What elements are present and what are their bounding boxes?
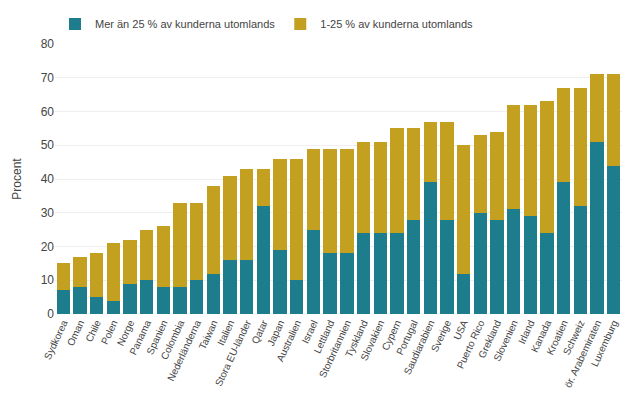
svg-text:Grekland: Grekland xyxy=(476,318,503,359)
svg-text:Nederländerna: Nederländerna xyxy=(165,318,203,383)
svg-text:Spanien: Spanien xyxy=(144,318,169,356)
svg-text:Portugal: Portugal xyxy=(394,318,420,356)
svg-text:60: 60 xyxy=(41,105,55,119)
svg-text:50: 50 xyxy=(41,138,55,152)
svg-text:0: 0 xyxy=(47,307,54,321)
svg-text:Colombia: Colombia xyxy=(159,318,187,361)
svg-text:Oman: Oman xyxy=(65,318,86,347)
svg-text:Sydkorea: Sydkorea xyxy=(42,318,70,361)
svg-text:Norge: Norge xyxy=(115,318,137,348)
svg-text:Italien: Italien xyxy=(215,318,236,347)
svg-text:Slovenien: Slovenien xyxy=(491,318,520,362)
svg-text:Sverige: Sverige xyxy=(429,318,453,354)
svg-text:Polen: Polen xyxy=(99,318,120,346)
svg-text:USA: USA xyxy=(451,318,470,342)
svg-text:Japan: Japan xyxy=(265,318,286,347)
svg-text:Kanada: Kanada xyxy=(529,318,554,354)
svg-text:Kroatien: Kroatien xyxy=(544,318,570,356)
svg-text:Israel: Israel xyxy=(300,318,320,345)
svg-text:Mer än 25 % av kunderna utomla: Mer än 25 % av kunderna utomlands xyxy=(95,18,275,30)
svg-text:10: 10 xyxy=(41,273,55,287)
svg-text:Qatar: Qatar xyxy=(249,318,270,346)
svg-text:1-25 % av kunderna utomlands: 1-25 % av kunderna utomlands xyxy=(320,18,473,30)
svg-text:Chile: Chile xyxy=(83,318,103,344)
svg-text:Cypern: Cypern xyxy=(380,318,404,352)
svg-text:Taiwan: Taiwan xyxy=(197,318,220,351)
svg-text:Saudiarabien: Saudiarabien xyxy=(402,318,437,376)
svg-text:40: 40 xyxy=(41,172,55,186)
svg-text:Panama: Panama xyxy=(127,318,153,357)
svg-text:Procent: Procent xyxy=(10,158,24,200)
svg-text:Lettland: Lettland xyxy=(311,318,336,355)
svg-text:80: 80 xyxy=(41,37,55,51)
svg-text:Slovakien: Slovakien xyxy=(358,318,386,362)
svg-text:Tyskland: Tyskland xyxy=(343,318,370,358)
svg-text:ör. Arabemiraten: ör. Arabemiraten xyxy=(562,318,603,389)
svg-text:Puerto Rico: Puerto Rico xyxy=(455,318,487,370)
svg-text:Storbritannien: Storbritannien xyxy=(317,318,353,379)
svg-text:70: 70 xyxy=(41,71,55,85)
svg-text:Irland: Irland xyxy=(516,318,537,345)
svg-text:Luxemburg: Luxemburg xyxy=(589,318,620,368)
svg-text:20: 20 xyxy=(41,240,55,254)
svg-text:Stora EU-länder: Stora EU-länder xyxy=(213,318,254,388)
svg-text:Schweiz: Schweiz xyxy=(561,318,587,356)
svg-text:30: 30 xyxy=(41,206,55,220)
svg-text:Australien: Australien xyxy=(274,318,303,363)
